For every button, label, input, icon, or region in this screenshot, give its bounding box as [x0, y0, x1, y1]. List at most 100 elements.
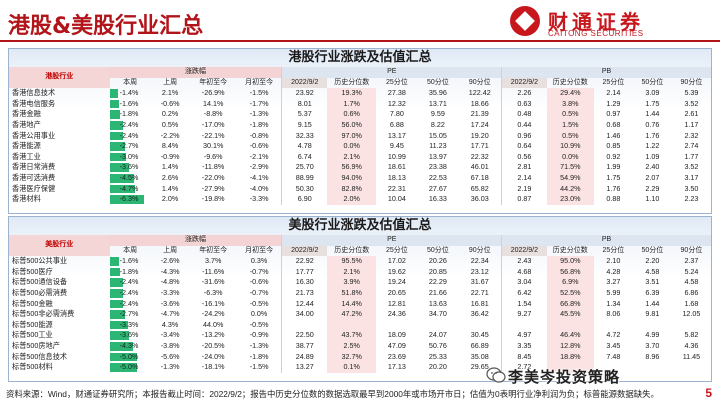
us-cell-pe25: 18.09: [387, 330, 406, 340]
us-industry-name: 标普500通信设备: [12, 277, 68, 287]
weekly-change-bar: [109, 341, 133, 351]
hk-cell-ytd: -17.0%: [201, 119, 225, 129]
hk-cell-pb90: 3.52: [684, 162, 699, 172]
us-cell-pe25: 12.81: [387, 298, 406, 308]
logo-subtitle: CAITONG SECURITIES: [548, 29, 644, 38]
us-cell-pb: 8.45: [501, 351, 547, 363]
hk-cell-pb: 0.44: [501, 119, 547, 131]
us-cell-pb25: 2.10: [606, 256, 621, 266]
hk-cell-pe90: 67.18: [470, 172, 489, 182]
us-cell-pb: 4.97: [501, 330, 547, 341]
us-cell-last: 4.3%: [161, 319, 179, 329]
hk-cell-pe50: 8.22: [430, 119, 445, 129]
hk-col-header: 历史分位数: [552, 78, 588, 86]
hk-cell-week: -4.7%: [109, 184, 151, 195]
us-cell-pe: 38.77: [281, 340, 328, 352]
hk-cell-pe: 9.15: [281, 119, 328, 131]
hk-cell-pe: 25.70: [281, 162, 328, 173]
us-col-header: 历史分位数: [334, 246, 370, 254]
title-bar: 港股&美股行业汇总 财通证券 CAITONG SECURITIES: [0, 0, 720, 40]
hk-cell-pe50: 13.71: [428, 98, 447, 108]
hk-cell-ytd: -9.6%: [203, 151, 223, 161]
hk-cell-pe50: 35.96: [428, 88, 447, 98]
hk-industry-name: 香港日常消费: [12, 162, 56, 172]
us-cell-last: -1.3%: [160, 362, 180, 372]
us-cell-mtd: -1.8%: [249, 351, 269, 361]
hk-pe-group-header: PE: [281, 67, 502, 78]
hk-cell-pe50: 16.33: [428, 194, 447, 204]
hk-cell-pe: 4.78: [281, 141, 328, 152]
hk-cell-pe_pct: 97.0%: [327, 130, 377, 142]
hk-industry-name: 香港公用事业: [12, 130, 56, 140]
us-cell-pb90: [672, 362, 711, 373]
hk-cell-pe50: 15.05: [428, 130, 447, 140]
weekly-change-value: -5.0%: [119, 351, 139, 361]
us-col-header: 90分位: [468, 246, 491, 254]
us-col-header: 50分位: [641, 246, 664, 254]
hk-cell-pe_pct: 1.7%: [327, 98, 377, 110]
us-col-header: 25分位: [602, 246, 625, 254]
hk-cell-pe25: 13.17: [387, 130, 406, 140]
us-cell-last: -4.8%: [160, 277, 180, 287]
us-cell-week: -2.7%: [109, 309, 151, 320]
hk-cell-pb_pct: 0.0%: [546, 151, 594, 163]
us-cell-pb25: 1.34: [606, 298, 621, 308]
us-industry-header: 美股行业: [9, 235, 110, 257]
us-cell-pe_pct: 2.1%: [327, 266, 377, 278]
weekly-change-bar: [109, 89, 118, 98]
us-col-header: 25分位: [385, 246, 408, 254]
weekly-change-bar: [109, 184, 135, 194]
weekly-change-bar: [109, 257, 119, 266]
us-cell-pe_pct: 95.5%: [327, 256, 377, 267]
us-cell-pe25: 23.69: [387, 351, 406, 361]
hk-cell-last: -2.2%: [160, 130, 180, 140]
us-cell-pb_pct: [546, 362, 594, 373]
company-logo: 财通证券 CAITONG SECURITIES: [510, 6, 700, 38]
hk-industry-name: 香港可选消费: [12, 172, 56, 182]
hk-cell-mtd: -1.3%: [249, 109, 269, 119]
hk-cell-pb_pct: 0.5%: [546, 130, 594, 142]
weekly-change-bar: [109, 173, 134, 183]
us-cell-pe50: [417, 320, 458, 331]
hk-cell-ytd: -27.9%: [201, 183, 225, 193]
hk-cell-pe25: 10.99: [387, 151, 406, 161]
table-row: 标普500信息技术 -5.0% -5.6% -24.0% -1.8% 24.89 32.7%…: [9, 351, 711, 363]
weekly-change-value: -1.8%: [119, 109, 139, 119]
us-cell-pb90: 2.37: [684, 256, 699, 266]
us-cell-pb: 4.68: [501, 266, 547, 278]
weekly-change-bar: [109, 131, 123, 141]
hk-col-header: 2022/9/2: [501, 77, 547, 89]
hk-cell-pb: 0.96: [501, 130, 547, 142]
us-cell-ytd: -11.6%: [202, 266, 225, 276]
hk-cell-pe50: 11.23: [429, 141, 447, 151]
us-cell-last: -3.3%: [160, 287, 180, 297]
us-col-header: 年初至今: [199, 246, 228, 254]
hk-cell-pb25: 0.88: [606, 194, 621, 204]
hk-cell-last: 1.4%: [161, 162, 179, 172]
hk-cell-pb50: 1.76: [645, 130, 660, 140]
us-cell-pb50: 4.99: [645, 330, 660, 340]
hk-cell-pb25: 1.99: [606, 162, 621, 172]
hk-industry-name: 香港工业: [12, 151, 41, 161]
hk-change-group-header: 涨跌幅: [109, 67, 282, 78]
hk-pb-group-header: PB: [501, 67, 711, 78]
us-industry-name: 标普500房地产: [12, 340, 60, 350]
us-cell-week: -1.6%: [109, 256, 151, 267]
us-cell-pb90: 4.36: [684, 340, 699, 350]
hk-cell-pb: 2.26: [501, 88, 547, 99]
hk-cell-mtd: -0.6%: [249, 141, 269, 151]
hk-cell-pe90: 19.20: [470, 130, 489, 140]
hk-cell-pe25: 18.13: [387, 172, 406, 182]
table-row: 标普500房地产 -4.3% -3.8% -20.5% -1.3% 38.77 2.5% 47…: [9, 340, 711, 352]
hk-cell-pb_pct: 71.5%: [546, 162, 594, 173]
us-cell-pe_pct: 47.2%: [327, 309, 377, 320]
table-row: 香港电信服务 -1.6% -0.6% 14.1% -1.7% 8.01 1.7% 12.32 1…: [9, 98, 711, 110]
us-cell-pb90: 11.45: [682, 351, 701, 361]
us-cell-last: -4.3%: [160, 266, 180, 276]
hk-cell-pe: 6.90: [281, 194, 328, 205]
us-cell-mtd: -0.6%: [249, 277, 269, 287]
weekly-change-value: -3.6%: [119, 330, 139, 340]
hk-cell-pb25: 0.85: [606, 141, 621, 151]
weekly-change-value: -2.4%: [119, 287, 139, 297]
us-cell-pe50: 50.76: [428, 340, 447, 350]
